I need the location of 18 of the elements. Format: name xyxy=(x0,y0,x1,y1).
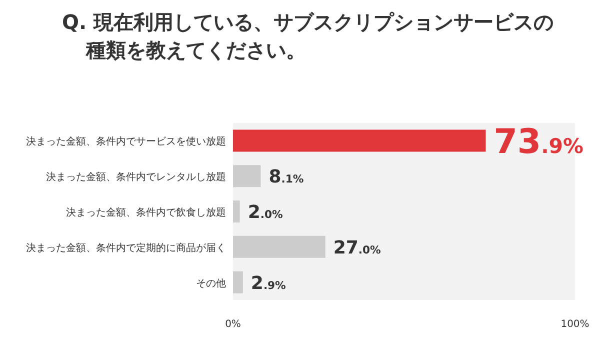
bar xyxy=(233,271,243,294)
data-label: 2.9% xyxy=(250,272,286,294)
x-tick-label: 0% xyxy=(225,319,241,330)
bar xyxy=(233,200,240,222)
data-label: 73.9% xyxy=(494,122,584,162)
data-label: 2.0% xyxy=(248,202,283,223)
x-tick-label: 100% xyxy=(560,319,590,330)
y-tick-label: 決まった金額、条件内でレンタルし放題 xyxy=(46,171,226,184)
bar xyxy=(233,130,486,152)
data-label: 8.1% xyxy=(268,166,304,188)
y-tick-label: 決まった金額、条件内で飲食し放題 xyxy=(66,206,226,218)
y-tick-label: その他 xyxy=(196,277,226,290)
y-tick-label: 決まった金額、条件内で定期的に商品が届く xyxy=(26,242,226,254)
y-tick-label: 決まった金額、条件内でサービスを使い放題 xyxy=(26,136,226,148)
chart-title: Q. 現在利用している、サブスクリプションサービスの種類を教えてください。 xyxy=(62,9,555,64)
data-label: 27.0% xyxy=(333,237,382,258)
bar xyxy=(233,236,326,258)
bar xyxy=(233,165,261,188)
